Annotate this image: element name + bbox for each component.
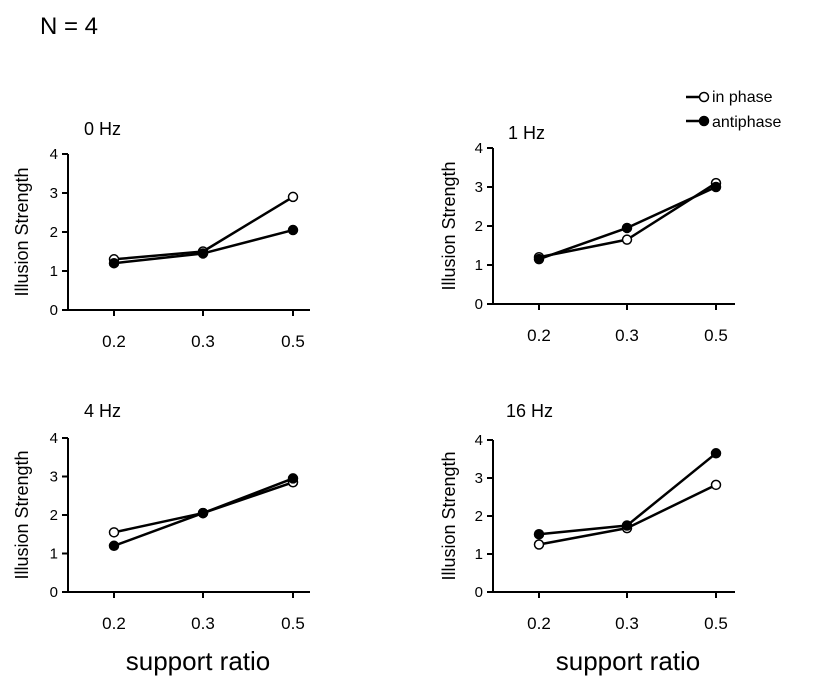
y-tick-label: 3 xyxy=(50,469,58,486)
data-point-in-phase xyxy=(710,479,722,491)
legend: in phase antiphase xyxy=(686,89,781,131)
legend-label-antiphase: antiphase xyxy=(712,114,781,131)
chart-panels: 0 1 2 3 4 0.2 0.3 0.5 0 Hz Illusion Strength 0 1 2 3 4… xyxy=(12,119,735,676)
chart-panel-2: 0 1 2 3 4 0.2 0.3 0.5 1 Hz Illusion Strength xyxy=(439,123,735,345)
x-tick-label: 0.3 xyxy=(191,614,215,633)
y-tick-label: 0 xyxy=(475,296,483,313)
y-tick-label: 4 xyxy=(475,432,483,449)
legend-marker-antiphase xyxy=(698,115,710,127)
x-tick-label: 0.2 xyxy=(102,332,126,351)
x-tick-label: 0.3 xyxy=(191,332,215,351)
data-point-in-phase xyxy=(621,234,633,245)
y-tick-label: 0 xyxy=(50,302,58,319)
data-point-antiphase xyxy=(287,473,299,484)
x-tick-label: 0.2 xyxy=(527,326,551,345)
y-tick-label: 0 xyxy=(475,584,483,601)
x-axis-label: support ratio xyxy=(126,646,271,676)
y-tick-label: 3 xyxy=(475,470,483,487)
chart-panel-3: 0 1 2 3 4 0.2 0.3 0.5 4 Hz Illusion Strength suppo… xyxy=(12,401,310,676)
y-axis-label: Illusion Strength xyxy=(439,451,459,580)
y-axis-label: Illusion Strength xyxy=(12,167,32,296)
y-axis-label: Illusion Strength xyxy=(439,161,459,290)
data-point-antiphase xyxy=(108,540,120,552)
data-point-antiphase xyxy=(710,448,722,459)
data-point-in-phase xyxy=(287,191,299,203)
data-point-antiphase xyxy=(197,507,209,519)
data-point-in-phase xyxy=(108,527,120,538)
y-tick-label: 4 xyxy=(50,146,58,163)
x-axis-label: support ratio xyxy=(556,646,701,676)
y-axis-label: Illusion Strength xyxy=(12,450,32,579)
data-point-antiphase xyxy=(287,224,299,236)
y-tick-label: 3 xyxy=(475,179,483,196)
y-tick-label: 3 xyxy=(50,185,58,202)
x-tick-label: 0.3 xyxy=(615,614,639,633)
x-tick-label: 0.5 xyxy=(704,614,728,633)
legend-label-in-phase: in phase xyxy=(712,89,773,106)
chart-panel-4: 0 1 2 3 4 0.2 0.3 0.5 16 Hz Illusion Strength supp… xyxy=(439,401,735,676)
data-point-antiphase xyxy=(533,253,545,265)
panel-title: 16 Hz xyxy=(506,401,553,421)
data-point-antiphase xyxy=(108,257,120,269)
data-point-antiphase xyxy=(621,520,633,531)
x-tick-label: 0.2 xyxy=(527,614,551,633)
y-tick-label: 4 xyxy=(475,140,483,157)
y-tick-label: 0 xyxy=(50,584,58,601)
x-tick-label: 0.5 xyxy=(704,326,728,345)
y-tick-label: 2 xyxy=(475,218,483,235)
chart-panel-1: 0 1 2 3 4 0.2 0.3 0.5 0 Hz Illusion Strength xyxy=(12,119,310,351)
data-point-in-phase xyxy=(533,539,545,550)
legend-marker-in-phase xyxy=(698,91,710,103)
x-tick-label: 0.5 xyxy=(281,614,305,633)
figure-title: N = 4 xyxy=(40,13,98,40)
panel-title: 4 Hz xyxy=(84,401,121,421)
y-tick-label: 1 xyxy=(475,546,483,563)
panel-title: 1 Hz xyxy=(508,123,545,143)
data-point-antiphase xyxy=(710,181,722,193)
y-tick-label: 1 xyxy=(475,257,483,274)
panel-title: 0 Hz xyxy=(84,119,121,139)
y-tick-label: 2 xyxy=(50,224,58,241)
x-tick-label: 0.5 xyxy=(281,332,305,351)
data-point-antiphase xyxy=(197,248,209,259)
x-tick-label: 0.3 xyxy=(615,326,639,345)
y-tick-label: 4 xyxy=(50,430,58,447)
data-point-antiphase xyxy=(533,528,545,540)
series-line-in-phase xyxy=(538,483,717,546)
y-tick-label: 1 xyxy=(50,546,58,563)
y-tick-label: 2 xyxy=(475,508,483,525)
data-point-antiphase xyxy=(621,222,633,234)
x-tick-label: 0.2 xyxy=(102,614,126,633)
y-tick-label: 2 xyxy=(50,507,58,524)
y-tick-label: 1 xyxy=(50,263,58,280)
series-line-in-phase xyxy=(538,182,717,259)
